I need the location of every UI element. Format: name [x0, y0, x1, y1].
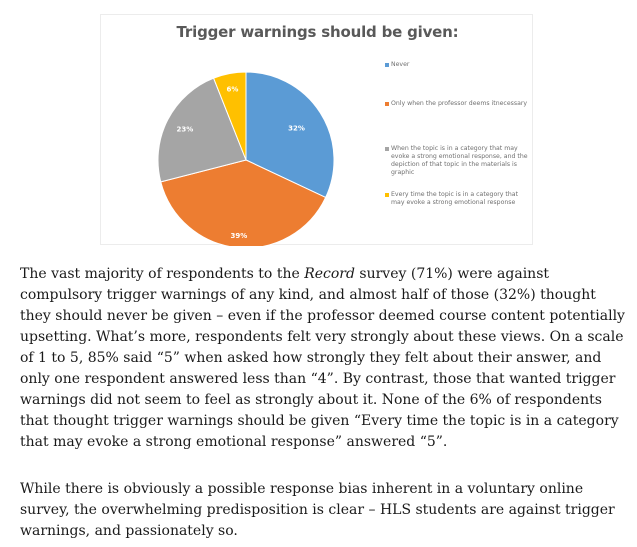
record-title: Record — [304, 266, 355, 282]
pie-slice-never — [245, 71, 335, 199]
slice-label-professor-deems: 39% — [230, 232, 247, 240]
legend-item-professor-deems: Only when the professor deems itnecessar… — [385, 100, 530, 108]
article-paragraph-1: The vast majority of respondents to the … — [20, 264, 628, 453]
legend-label-professor-deems: Only when the professor deems itnecessar… — [391, 100, 528, 107]
chart-frame: Trigger warnings should be given: 32% 39%… — [100, 14, 533, 246]
chart-title: Trigger warnings should be given: — [176, 23, 459, 41]
legend-swatch-never — [385, 63, 389, 67]
legend-label-every-time: Every time the topic is in a category th… — [391, 191, 518, 206]
slice-label-never: 32% — [288, 124, 305, 132]
article-text-2: While there is obviously a possible resp… — [20, 481, 615, 539]
legend-item-graphic-depiction: When the topic is in a category that may… — [385, 145, 530, 177]
article-text-1-rest: survey (71%) were against compulsory tri… — [20, 266, 625, 450]
legend-swatch-every-time — [385, 193, 389, 197]
legend-swatch-graphic-depiction — [385, 147, 389, 151]
legend-swatch-professor-deems — [385, 102, 389, 106]
legend-item-never: Never — [385, 61, 530, 69]
legend-label-graphic-depiction: When the topic is in a category that may… — [391, 145, 528, 176]
article-paragraph-2: While there is obviously a possible resp… — [20, 479, 628, 542]
pie-chart: 32% 39% 23% 6% — [157, 71, 335, 246]
slice-label-graphic-depiction: 23% — [176, 125, 193, 133]
legend-label-never: Never — [391, 61, 410, 68]
pie-slice-professor-deems — [160, 159, 327, 246]
legend-item-every-time: Every time the topic is in a category th… — [385, 191, 530, 207]
article-text-1: The vast majority of respondents to the … — [20, 264, 628, 453]
pie-slice-every-time — [212, 71, 247, 161]
slice-label-every-time: 6% — [227, 86, 239, 94]
article-text-1-start: The vast majority of respondents to the — [20, 266, 305, 282]
pie-slice-graphic-depiction — [157, 77, 247, 183]
